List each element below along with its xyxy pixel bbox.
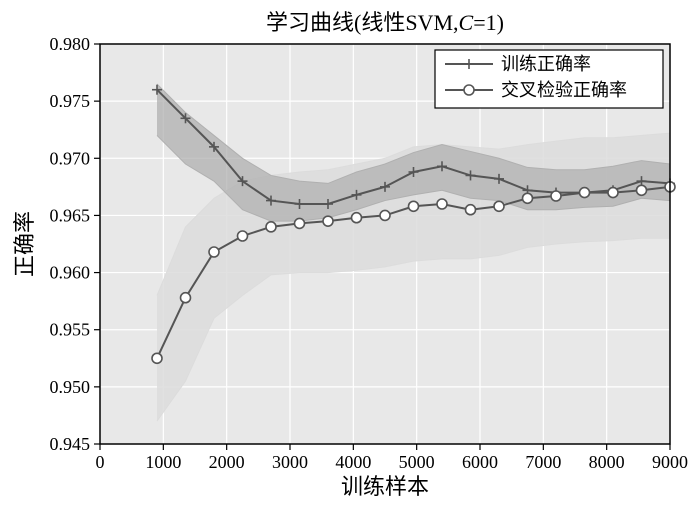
x-tick-label: 8000 [589, 452, 625, 472]
circle-marker [181, 293, 191, 303]
circle-marker [637, 185, 647, 195]
circle-marker [437, 199, 447, 209]
y-tick-label: 0.965 [50, 205, 91, 225]
circle-marker-icon [464, 85, 474, 95]
circle-marker [295, 218, 305, 228]
x-tick-label: 1000 [145, 452, 181, 472]
x-tick-label: 6000 [462, 452, 498, 472]
y-tick-label: 0.970 [50, 148, 91, 168]
x-tick-label: 3000 [272, 452, 308, 472]
chart-title: 学习曲线(线性SVM,C=1) [266, 10, 504, 35]
legend-label: 训练正确率 [501, 54, 591, 74]
y-tick-label: 0.950 [50, 377, 91, 397]
y-tick-label: 0.955 [50, 320, 91, 340]
circle-marker [551, 191, 561, 201]
y-tick-label: 0.960 [50, 263, 91, 283]
x-tick-label: 9000 [652, 452, 688, 472]
learning-curve-chart: 0 1000 2000 3000 4000 5000 6000 7000 8000 9000 0.9… [0, 0, 700, 509]
circle-marker [352, 213, 362, 223]
circle-marker [238, 231, 248, 241]
circle-marker [209, 247, 219, 257]
x-tick-label: 7000 [525, 452, 561, 472]
circle-marker [608, 188, 618, 198]
legend-label: 交叉检验正确率 [501, 80, 627, 100]
x-tick-label: 0 [96, 452, 105, 472]
x-tick-label: 2000 [209, 452, 245, 472]
circle-marker [523, 193, 533, 203]
circle-marker [380, 210, 390, 220]
circle-marker [580, 188, 590, 198]
y-tick-label: 0.945 [50, 434, 91, 454]
circle-marker [494, 201, 504, 211]
circle-marker [323, 216, 333, 226]
circle-marker [466, 205, 476, 215]
circle-marker [266, 222, 276, 232]
x-axis-label: 训练样本 [341, 474, 429, 499]
circle-marker [152, 353, 162, 363]
y-tick-label: 0.975 [50, 91, 91, 111]
circle-marker [409, 201, 419, 211]
chart-svg: 0 1000 2000 3000 4000 5000 6000 7000 8000 9000 0.9… [0, 0, 700, 509]
x-tick-label: 4000 [335, 452, 371, 472]
y-tick-label: 0.980 [50, 34, 91, 54]
x-tick-label: 5000 [399, 452, 435, 472]
y-axis-label: 正确率 [12, 211, 37, 277]
